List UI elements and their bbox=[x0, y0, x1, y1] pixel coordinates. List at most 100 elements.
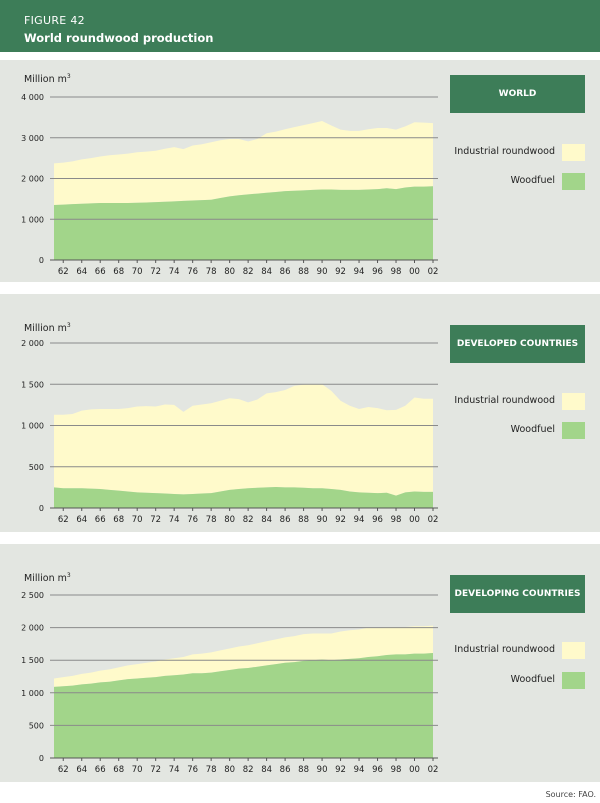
legend-label-woodfuel: Woodfuel bbox=[510, 175, 555, 186]
x-tick-label: 94 bbox=[354, 515, 365, 525]
x-tick-label: 72 bbox=[150, 267, 161, 277]
legend-label-industrial: Industrial roundwood bbox=[454, 644, 555, 655]
x-tick-label: 82 bbox=[243, 267, 254, 277]
x-tick-label: 90 bbox=[317, 765, 328, 775]
legend-swatch-woodfuel bbox=[562, 173, 585, 190]
x-tick-label: 94 bbox=[354, 765, 365, 775]
x-tick-label: 68 bbox=[113, 515, 124, 525]
x-tick-label: 90 bbox=[317, 515, 328, 525]
x-tick-label: 92 bbox=[335, 267, 346, 277]
x-tick-label: 02 bbox=[428, 765, 439, 775]
x-tick-label: 82 bbox=[243, 515, 254, 525]
area-industrial-roundwood bbox=[54, 384, 433, 496]
area-industrial-roundwood bbox=[54, 121, 433, 205]
unit-label: Million m3 bbox=[24, 572, 71, 584]
area-woodfuel bbox=[54, 653, 433, 758]
unit-text: Million m bbox=[24, 573, 67, 585]
y-tick-label: 2 000 bbox=[21, 339, 44, 348]
unit-label: Million m3 bbox=[24, 322, 71, 334]
legend-label-woodfuel: Woodfuel bbox=[510, 674, 555, 685]
x-tick-label: 64 bbox=[76, 515, 87, 525]
x-tick-label: 92 bbox=[335, 515, 346, 525]
x-tick-label: 66 bbox=[95, 765, 106, 775]
x-tick-label: 00 bbox=[409, 515, 420, 525]
x-tick-label: 00 bbox=[409, 267, 420, 277]
x-tick-label: 92 bbox=[335, 765, 346, 775]
legend-swatch-woodfuel bbox=[562, 672, 585, 689]
x-tick-label: 72 bbox=[150, 765, 161, 775]
x-tick-label: 88 bbox=[298, 765, 309, 775]
x-tick-label: 02 bbox=[428, 267, 439, 277]
x-tick-label: 62 bbox=[58, 765, 69, 775]
x-tick-label: 68 bbox=[113, 267, 124, 277]
world-chart-panel: 0 1 000 2 000 3 000 4 000 62 64 66 68 70 72 74 76 78 8… bbox=[0, 60, 600, 282]
developing-badge: DEVELOPING COUNTRIES bbox=[450, 575, 585, 613]
world-chart: 0 1 000 2 000 3 000 4 000 62 64 66 68 70 72 74 76 78 8… bbox=[21, 93, 439, 277]
x-tick-label: 76 bbox=[187, 515, 198, 525]
x-tick-label: 68 bbox=[113, 765, 124, 775]
y-tick-label: 500 bbox=[29, 721, 44, 730]
legend-swatch-industrial bbox=[562, 393, 585, 410]
x-tick-label: 98 bbox=[391, 765, 402, 775]
x-tick-label: 80 bbox=[224, 765, 235, 775]
x-tick-label: 82 bbox=[243, 765, 254, 775]
y-tick-label: 2 500 bbox=[21, 591, 44, 600]
x-tick-label: 86 bbox=[280, 765, 291, 775]
legend-swatch-industrial bbox=[562, 144, 585, 161]
x-tick-label: 84 bbox=[261, 515, 272, 525]
legend-swatch-woodfuel bbox=[562, 422, 585, 439]
x-tick-label: 64 bbox=[76, 765, 87, 775]
legend-label-industrial: Industrial roundwood bbox=[454, 146, 555, 157]
x-tick-label: 78 bbox=[206, 515, 217, 525]
x-tick-label: 78 bbox=[206, 765, 217, 775]
x-tick-label: 62 bbox=[58, 515, 69, 525]
x-tick-label: 90 bbox=[317, 267, 328, 277]
figure-label: FIGURE 42 bbox=[24, 14, 85, 27]
x-tick-label: 74 bbox=[169, 267, 180, 277]
x-tick-label: 96 bbox=[372, 267, 383, 277]
y-tick-label: 1 000 bbox=[21, 422, 44, 431]
unit-text: Million m bbox=[24, 74, 67, 86]
y-tick-label: 1 000 bbox=[21, 215, 44, 224]
developed-badge: DEVELOPED COUNTRIES bbox=[450, 325, 585, 363]
legend-label-woodfuel: Woodfuel bbox=[510, 424, 555, 435]
developed-chart: 0 500 1 000 1 500 2 000 62 64 66 68 70 72 74 76 78 80 8… bbox=[21, 339, 438, 525]
x-tick-label: 98 bbox=[391, 267, 402, 277]
x-tick-label: 84 bbox=[261, 765, 272, 775]
x-tick-label: 80 bbox=[224, 515, 235, 525]
figure-title: World roundwood production bbox=[24, 31, 214, 45]
area-woodfuel bbox=[54, 186, 433, 260]
x-tick-label: 00 bbox=[409, 765, 420, 775]
y-tick-label: 1 500 bbox=[21, 656, 44, 665]
y-tick-label: 2 000 bbox=[21, 175, 44, 184]
x-tick-label: 78 bbox=[206, 267, 217, 277]
y-tick-label: 2 000 bbox=[21, 624, 44, 633]
x-tick-label: 88 bbox=[298, 267, 309, 277]
unit-label: Million m3 bbox=[24, 73, 71, 85]
source-note: Source: FAO. bbox=[545, 790, 596, 799]
y-tick-label: 0 bbox=[39, 256, 44, 265]
area-industrial-roundwood bbox=[54, 625, 433, 687]
x-tick-label: 64 bbox=[76, 267, 87, 277]
x-tick-label: 74 bbox=[169, 515, 180, 525]
developing-chart: 0 500 1 000 1 500 2 000 2 500 62 64 66 68 70 72 74 76… bbox=[21, 591, 439, 775]
unit-sup: 3 bbox=[66, 73, 71, 80]
x-tick-label: 80 bbox=[224, 267, 235, 277]
x-tick-label: 98 bbox=[391, 515, 402, 525]
y-tick-label: 0 bbox=[39, 754, 44, 763]
x-tick-label: 76 bbox=[187, 267, 198, 277]
y-tick-label: 1 000 bbox=[21, 689, 44, 698]
x-tick-label: 70 bbox=[132, 267, 143, 277]
x-tick-label: 88 bbox=[298, 515, 309, 525]
x-tick-label: 70 bbox=[132, 765, 143, 775]
unit-text: Million m bbox=[24, 323, 67, 335]
x-tick-label: 96 bbox=[372, 765, 383, 775]
x-tick-label: 84 bbox=[261, 267, 272, 277]
x-tick-label: 74 bbox=[169, 765, 180, 775]
x-tick-label: 94 bbox=[354, 267, 365, 277]
legend-label-industrial: Industrial roundwood bbox=[454, 395, 555, 406]
legend-swatch-industrial bbox=[562, 642, 585, 659]
y-tick-label: 1 500 bbox=[21, 380, 44, 389]
x-tick-label: 86 bbox=[280, 267, 291, 277]
unit-sup: 3 bbox=[66, 322, 71, 329]
